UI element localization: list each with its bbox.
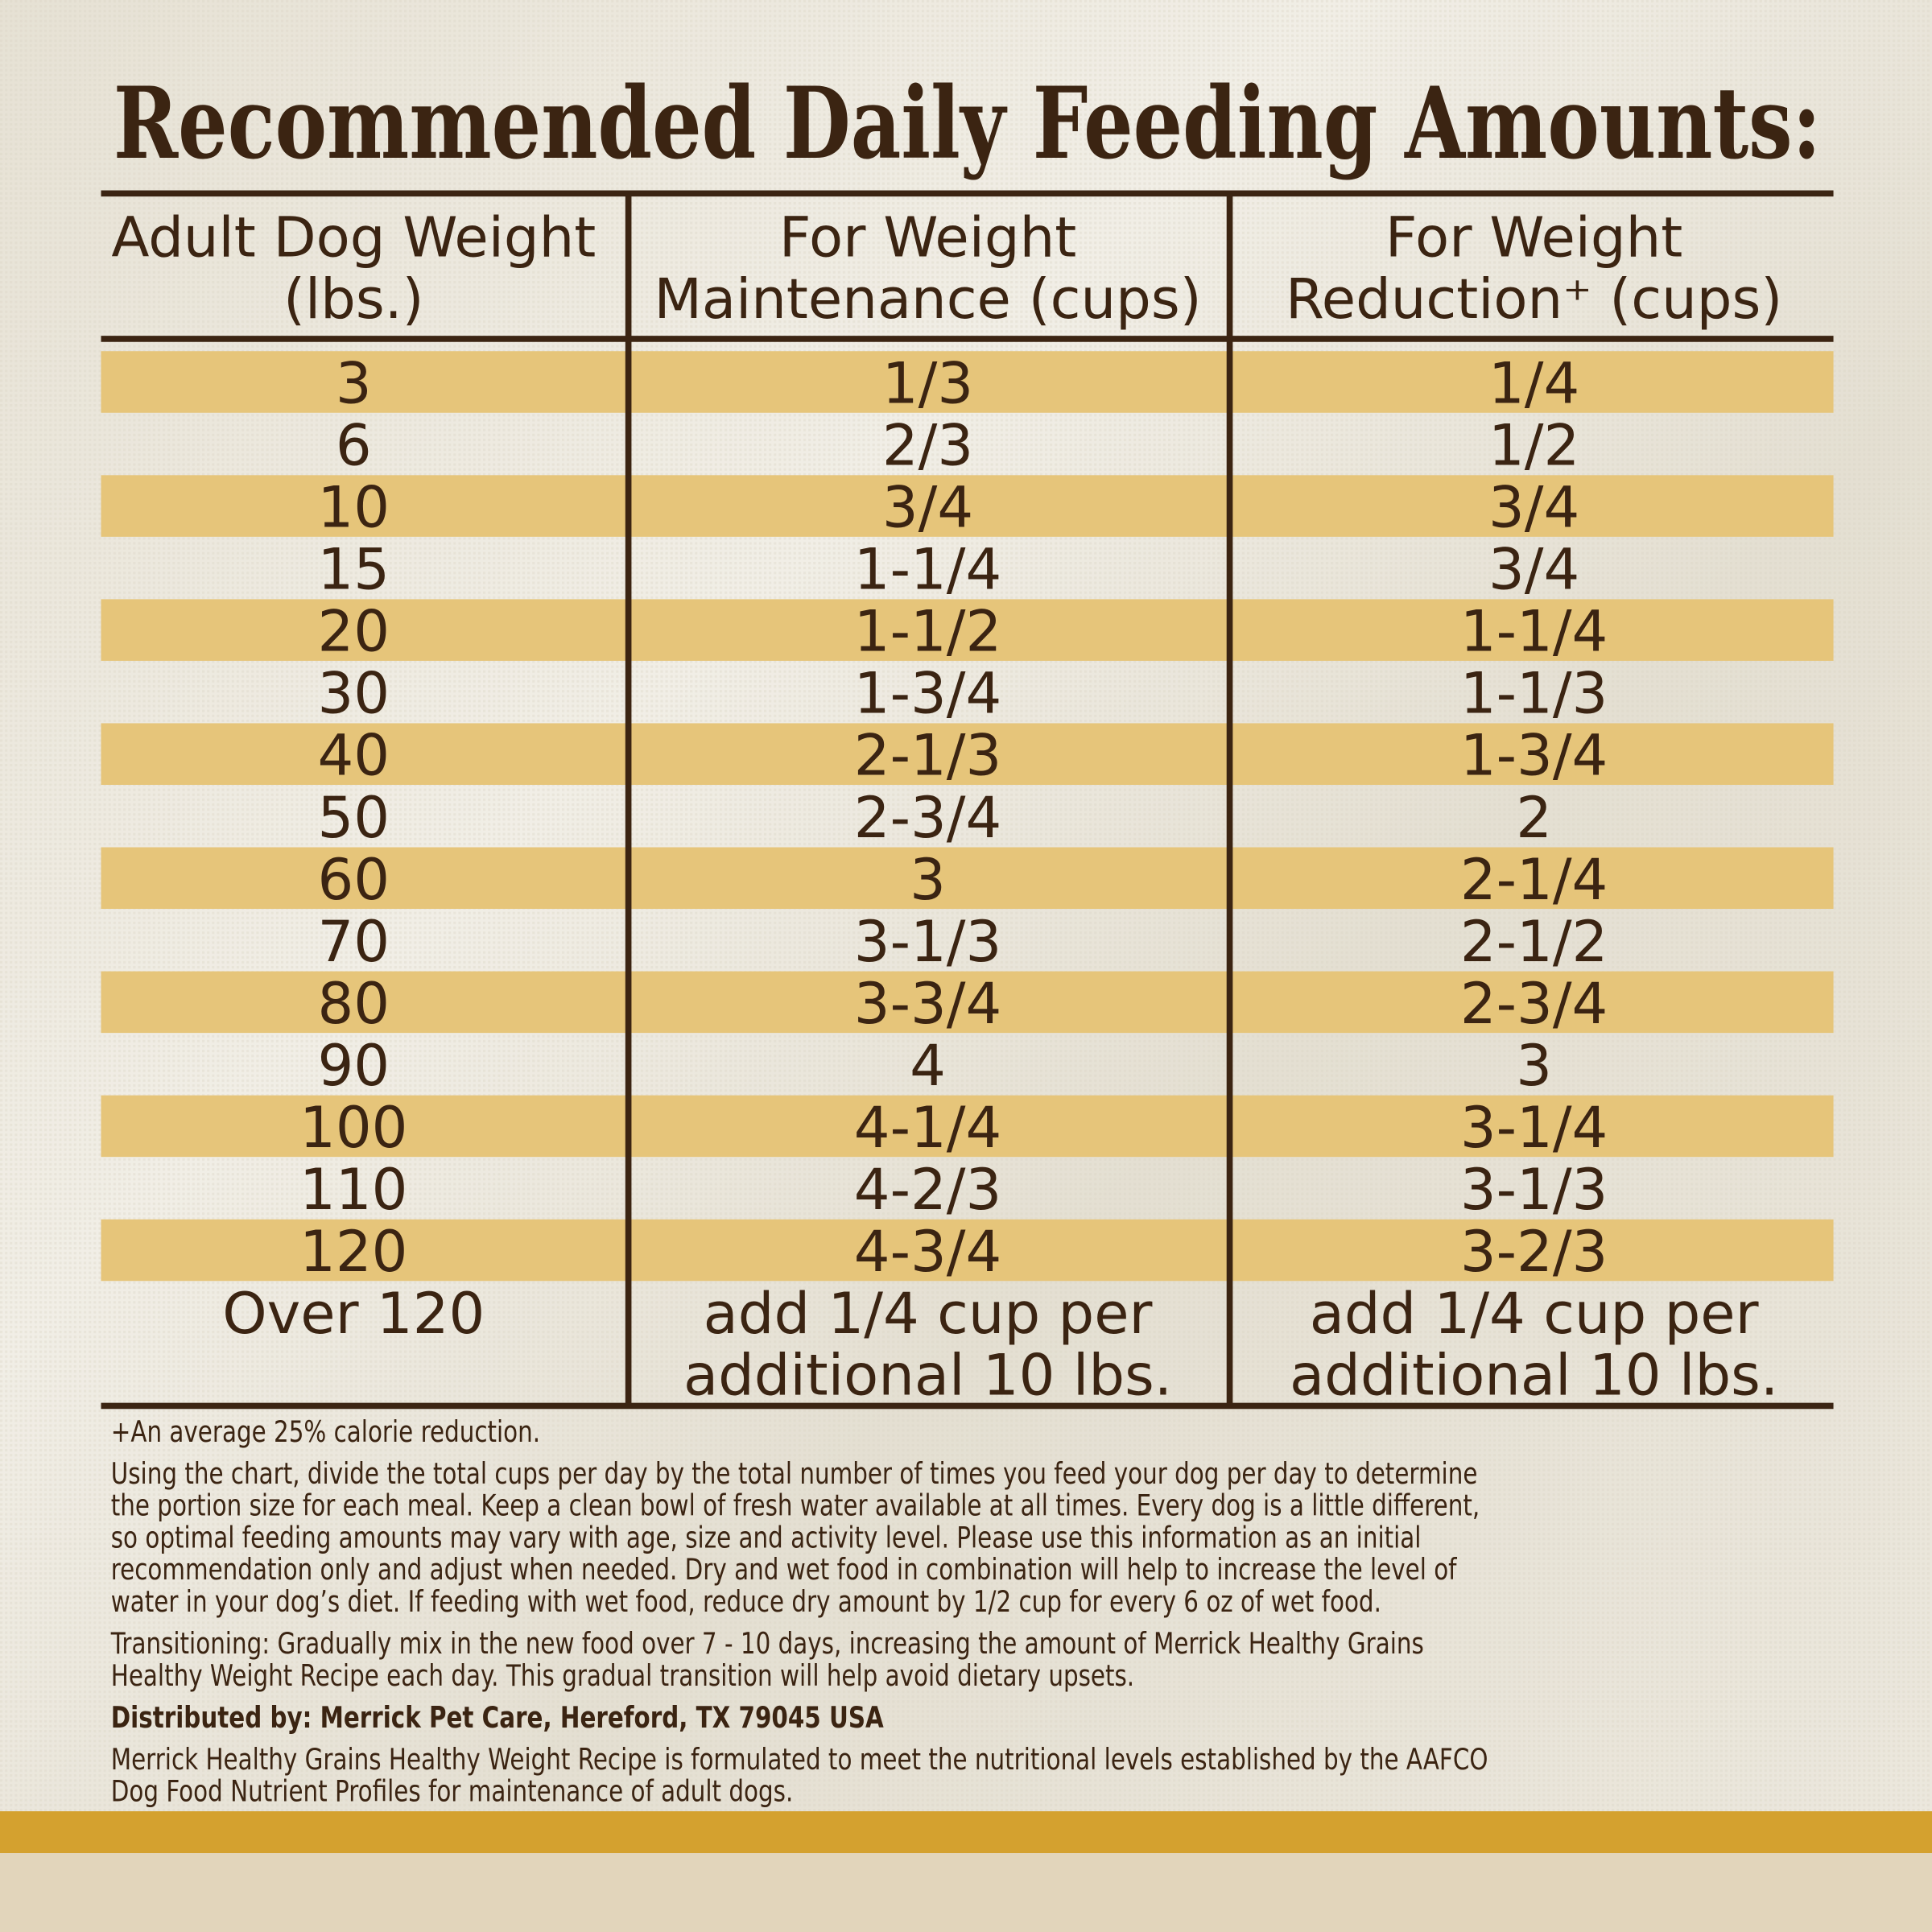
table-cell: 1-1/2 bbox=[854, 599, 1001, 665]
column-header: Reduction⁺ (cups) bbox=[1286, 267, 1782, 332]
table-cell: 1-1/4 bbox=[854, 537, 1001, 603]
footnote-line: so optimal feeding amounts may vary with… bbox=[111, 1520, 1422, 1554]
table-cell: 4-2/3 bbox=[854, 1157, 1001, 1223]
footnote-line: +An average 25% calorie reduction. bbox=[111, 1414, 540, 1449]
table-cell: 20 bbox=[317, 599, 390, 665]
table-cell: 6 bbox=[336, 413, 372, 479]
column-header: For Weight bbox=[1385, 205, 1682, 270]
table-cell: 2 bbox=[1516, 785, 1552, 851]
table-cell: 3/4 bbox=[1488, 537, 1579, 603]
table-cell: 90 bbox=[317, 1033, 390, 1099]
table-cell: 3 bbox=[1516, 1033, 1552, 1099]
table-cell: 110 bbox=[299, 1157, 407, 1223]
table-cell: 2/3 bbox=[882, 413, 973, 479]
footnotes: +An average 25% calorie reduction. Using … bbox=[110, 1414, 1488, 1809]
column-header: For Weight bbox=[779, 205, 1076, 270]
row-stripe bbox=[101, 1095, 1834, 1158]
footnote-line: Merrick Healthy Grains Healthy Weight Re… bbox=[111, 1742, 1488, 1777]
row-stripe bbox=[101, 599, 1834, 661]
table-cell: 30 bbox=[317, 661, 390, 727]
table-cell: add 1/4 cup per bbox=[704, 1281, 1153, 1347]
table-cell: 100 bbox=[299, 1095, 407, 1161]
table-cell: 1-1/4 bbox=[1460, 599, 1608, 665]
row-stripe bbox=[101, 847, 1834, 910]
footnote-line: Healthy Weight Recipe each day. This gra… bbox=[111, 1658, 1134, 1693]
table-cell: 70 bbox=[317, 909, 390, 975]
table-cell: 1-3/4 bbox=[854, 661, 1001, 727]
table-cell: 3-1/3 bbox=[854, 909, 1001, 975]
table-cell: 50 bbox=[317, 785, 390, 851]
table-cell: 4-1/4 bbox=[854, 1095, 1001, 1161]
table-cell: 3 bbox=[910, 847, 946, 913]
table-cell: 3/4 bbox=[882, 475, 973, 541]
table-cell: additional 10 lbs. bbox=[1290, 1343, 1778, 1409]
title: Recommended Daily Feeding Amounts: bbox=[114, 65, 1821, 181]
table-cell: 3-2/3 bbox=[1460, 1219, 1608, 1285]
table-cell: 1/2 bbox=[1488, 413, 1579, 479]
table-cell: 4 bbox=[910, 1033, 946, 1099]
table-cell: 60 bbox=[317, 847, 390, 913]
footnote-line: Transitioning: Gradually mix in the new … bbox=[110, 1626, 1424, 1661]
table-cell: add 1/4 cup per bbox=[1310, 1281, 1759, 1347]
row-stripe bbox=[101, 351, 1834, 413]
column-header: Adult Dog Weight bbox=[111, 205, 596, 270]
table-cell: 40 bbox=[317, 723, 390, 789]
table-cell: 120 bbox=[299, 1219, 407, 1285]
table-cell: 4-3/4 bbox=[854, 1219, 1001, 1285]
gold-band bbox=[0, 1811, 1932, 1854]
row-stripe bbox=[101, 723, 1834, 785]
footnote-line: water in your dog’s diet. If feeding wit… bbox=[111, 1584, 1381, 1619]
table-cell: 2-3/4 bbox=[854, 785, 1001, 851]
table-cell: 2-1/2 bbox=[1460, 909, 1608, 975]
table-cell: 1/4 bbox=[1488, 351, 1579, 417]
footnote-line: Using the chart, divide the total cups p… bbox=[111, 1456, 1478, 1491]
row-stripe bbox=[101, 475, 1834, 537]
footnote-line: Distributed by: Merrick Pet Care, Herefo… bbox=[111, 1700, 884, 1735]
table-cell: 1/3 bbox=[882, 351, 973, 417]
column-header: (lbs.) bbox=[283, 267, 423, 332]
table-cell: 1-1/3 bbox=[1460, 661, 1608, 727]
table-cell: Over 120 bbox=[222, 1281, 485, 1347]
footnote-line: Dog Food Nutrient Profiles for maintenan… bbox=[111, 1774, 794, 1809]
table-cell: 2-1/3 bbox=[854, 723, 1001, 789]
table-cell: 2-3/4 bbox=[1460, 971, 1608, 1037]
table-cell: 15 bbox=[317, 537, 390, 603]
table-cell: 3-3/4 bbox=[854, 971, 1001, 1037]
table-cell: additional 10 lbs. bbox=[683, 1343, 1172, 1409]
table-cell: 3-1/3 bbox=[1460, 1157, 1608, 1223]
table-cell: 3/4 bbox=[1488, 475, 1579, 541]
sand-strip bbox=[0, 1853, 1932, 1932]
row-stripe bbox=[101, 971, 1834, 1034]
table-cell: 3 bbox=[336, 351, 372, 417]
table-cell: 10 bbox=[317, 475, 390, 541]
table-cell: 3-1/4 bbox=[1460, 1095, 1608, 1161]
table-cell: 1-3/4 bbox=[1460, 723, 1608, 789]
footnote-line: recommendation only and adjust when need… bbox=[111, 1552, 1458, 1587]
column-header: Maintenance (cups) bbox=[654, 267, 1201, 332]
row-stripe bbox=[101, 1219, 1834, 1282]
table-cell: 80 bbox=[317, 971, 390, 1037]
table-cell: 2-1/4 bbox=[1460, 847, 1608, 913]
footnote-line: the portion size for each meal. Keep a c… bbox=[111, 1488, 1480, 1522]
